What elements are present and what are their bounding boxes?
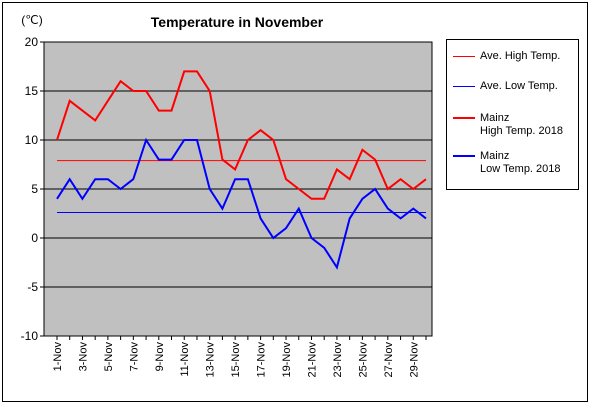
- y-axis-unit-label: (℃): [21, 13, 42, 27]
- x-tick-label: 27-Nov: [383, 342, 395, 378]
- series-line-4: [56, 137, 427, 270]
- legend-label: Ave. Low Temp.: [480, 80, 558, 92]
- series-line-3: [56, 70, 427, 200]
- x-tick-label: 13-Nov: [205, 342, 217, 378]
- x-tick-label: 21-Nov: [306, 342, 318, 378]
- legend: Ave. High Temp. Ave. Low Temp. Mainz High T…: [446, 39, 579, 190]
- legend-label-line2: High Temp. 2018: [480, 125, 563, 137]
- x-tick-label: 19-Nov: [281, 342, 293, 378]
- legend-label-line2: Low Temp. 2018: [480, 163, 561, 175]
- legend-label: Mainz: [480, 112, 510, 124]
- y-tick-label: 0: [31, 231, 38, 245]
- legend-swatch: [453, 155, 475, 157]
- legend-item: Mainz Low Temp. 2018: [447, 150, 578, 175]
- y-tick-label: 15: [25, 84, 39, 98]
- x-tick-label: 15-Nov: [230, 342, 242, 378]
- y-tick-label: -10: [21, 329, 39, 343]
- x-tick-label: 11-Nov: [179, 342, 191, 377]
- x-tick-label: 9-Nov: [154, 342, 166, 372]
- y-tick-label: 10: [25, 133, 39, 147]
- legend-item: Mainz High Temp. 2018: [447, 112, 578, 137]
- legend-swatch: [453, 117, 475, 119]
- legend-label: Ave. High Temp.: [480, 50, 561, 62]
- legend-label: Mainz: [480, 150, 510, 162]
- x-tick-label: 1-Nov: [52, 342, 64, 372]
- y-tick-label: 20: [25, 35, 39, 49]
- x-tick-label: 17-Nov: [256, 342, 268, 378]
- legend-item: Ave. Low Temp.: [447, 80, 578, 100]
- legend-swatch: [453, 56, 475, 57]
- legend-swatch: [453, 86, 475, 87]
- x-tick-label: 3-Nov: [77, 342, 89, 372]
- x-tick-label: 23-Nov: [332, 342, 344, 378]
- x-tick-label: 29-Nov: [408, 342, 420, 378]
- x-tick-label: 5-Nov: [103, 342, 115, 372]
- chart-title: Temperature in November: [151, 14, 324, 30]
- x-tick-label: 7-Nov: [128, 342, 140, 372]
- x-tick-label: 25-Nov: [357, 342, 369, 378]
- y-tick-label: -5: [27, 280, 38, 294]
- y-tick-label: 5: [31, 182, 38, 196]
- legend-item: Ave. High Temp.: [447, 50, 578, 70]
